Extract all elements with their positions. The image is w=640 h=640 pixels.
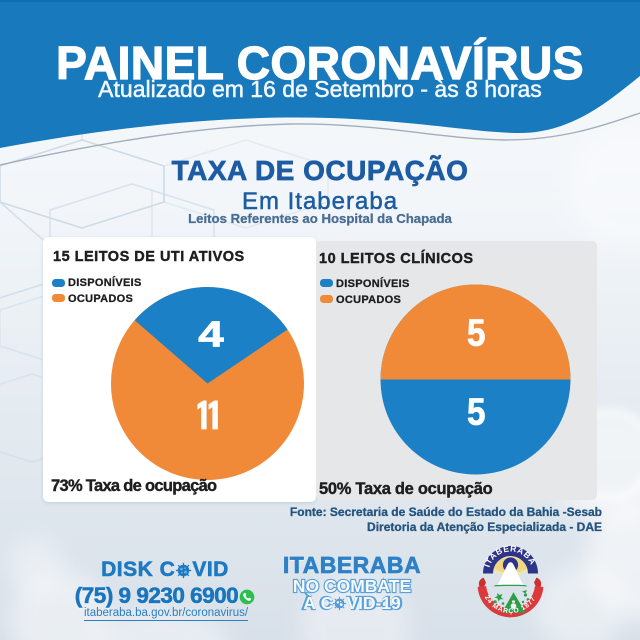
svg-text:4: 4	[198, 314, 224, 355]
svg-text:5: 5	[467, 391, 486, 433]
svg-text:5: 5	[467, 313, 486, 355]
